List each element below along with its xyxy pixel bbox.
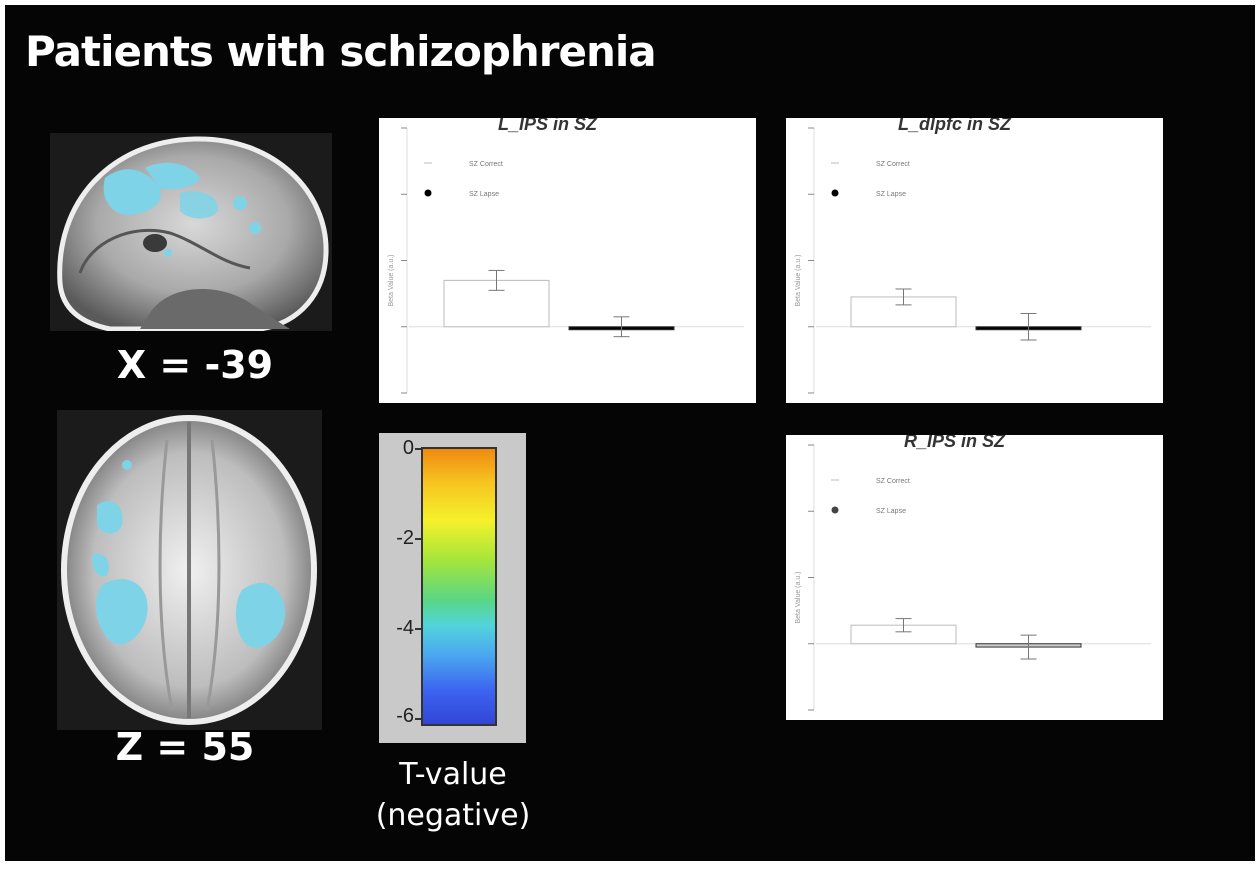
figure-panel: Patients with schizophrenia X = -39	[5, 5, 1255, 861]
axial-slice-label: Z = 55	[115, 725, 255, 769]
figure-title: Patients with schizophrenia	[25, 27, 657, 76]
colorbar-tick-label: 0	[402, 437, 414, 459]
colorbar-gradient	[421, 447, 497, 726]
sagittal-brain-slice-image	[50, 133, 332, 331]
colorbar-tick-label: -4	[396, 617, 414, 639]
legend-label: SZ Correct	[876, 161, 910, 168]
colorbar-label-sub: (negative)	[375, 798, 531, 833]
sagittal-slice-label: X = -39	[116, 343, 274, 387]
chart-panel-r-ips: R_IPS in SZ Beta Value (a.u.) SZ Correct SZ…	[786, 435, 1163, 720]
colorbar-tick-mark	[415, 628, 421, 630]
bar-chart-r-ips: R_IPS in SZ Beta Value (a.u.) SZ Correct SZ…	[795, 435, 1151, 711]
chart-title: R_IPS in SZ	[904, 435, 1006, 451]
axial-brain-slice-image	[57, 410, 322, 730]
chart-panel-l-dlpfc: L_dlpfc in SZ Beta Value (a.u.) SZ Correct…	[786, 118, 1163, 403]
colorbar-tick-label: -6	[396, 705, 414, 727]
y-axis-label: Beta Value (a.u.)	[388, 254, 395, 306]
legend-label: SZ Lapse	[876, 191, 906, 198]
bar-chart-l-dlpfc: L_dlpfc in SZ Beta Value (a.u.) SZ Correct…	[795, 118, 1151, 394]
colorbar-tick-mark	[415, 538, 421, 540]
legend-label: SZ Correct	[876, 478, 910, 485]
colorbar-tick-mark	[415, 718, 421, 720]
chart-title: L_IPS in SZ	[498, 118, 598, 134]
colorbar-tick-mark	[415, 448, 421, 450]
legend-marker	[831, 189, 839, 197]
colorbar-label: T-value	[399, 757, 507, 792]
legend-marker	[831, 506, 839, 514]
colorbar-tick-label: -2	[396, 527, 414, 549]
legend-marker	[424, 189, 432, 197]
y-axis-label: Beta Value (a.u.)	[795, 254, 802, 306]
chart-panel-l-ips: L_IPS in SZ Beta Value (a.u.) SZ Correct SZ…	[379, 118, 756, 403]
bar-chart-l-ips: L_IPS in SZ Beta Value (a.u.) SZ Correct SZ…	[388, 118, 744, 394]
y-axis-label: Beta Value (a.u.)	[795, 571, 802, 623]
legend-label: SZ Correct	[469, 161, 503, 168]
colorbar: 0 -2 -4 -6	[379, 433, 526, 743]
legend-label: SZ Lapse	[469, 191, 499, 198]
chart-title: L_dlpfc in SZ	[898, 118, 1012, 134]
legend-label: SZ Lapse	[876, 508, 906, 515]
